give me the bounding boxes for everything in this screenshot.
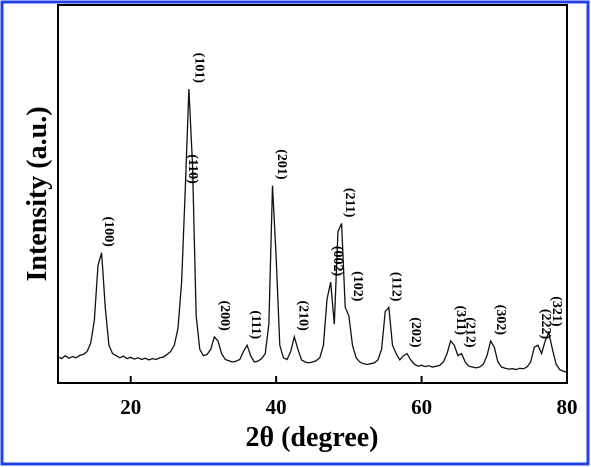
peak-label: (302) [493, 305, 508, 336]
peak-label: (002) [330, 246, 345, 277]
peak-label: (200) [217, 300, 232, 331]
peak-label: (211) [342, 188, 357, 218]
peak-label: (201) [274, 149, 289, 180]
x-tick-label: 40 [266, 395, 287, 419]
peak-label: (212) [463, 317, 478, 348]
xrd-curve [57, 88, 568, 373]
peak-label: (110) [185, 154, 200, 184]
x-axis-title: 2θ (degree) [245, 422, 378, 453]
peak-label: (222) [538, 309, 553, 340]
x-tick-label: 60 [411, 395, 432, 419]
peak-label: (202) [408, 317, 423, 348]
peak-label: (102) [350, 271, 365, 302]
x-tick-label: 80 [557, 395, 578, 419]
peak-label: (111) [248, 310, 263, 339]
y-axis-title: Intensity (a.u.) [22, 106, 53, 281]
peak-label: (112) [388, 272, 403, 302]
x-tick-label: 20 [120, 395, 141, 419]
peak-label: (210) [295, 300, 310, 331]
peak-label: (321) [549, 296, 564, 327]
peak-label: (100) [101, 216, 116, 247]
peak-label: (311) [453, 305, 468, 335]
plot-frame [57, 4, 568, 384]
peak-label: (101) [191, 53, 206, 84]
